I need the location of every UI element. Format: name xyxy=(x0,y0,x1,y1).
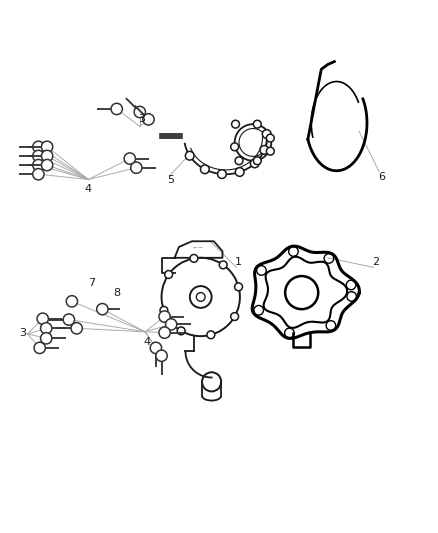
Circle shape xyxy=(97,303,108,315)
Circle shape xyxy=(156,350,167,361)
Circle shape xyxy=(33,150,44,161)
Circle shape xyxy=(37,313,48,325)
Circle shape xyxy=(41,333,52,344)
Circle shape xyxy=(266,147,274,155)
Circle shape xyxy=(190,254,198,262)
Text: 6: 6 xyxy=(378,172,385,182)
Circle shape xyxy=(177,327,185,335)
Circle shape xyxy=(159,311,170,322)
Circle shape xyxy=(165,271,173,278)
Circle shape xyxy=(63,314,74,325)
Text: 4: 4 xyxy=(85,184,92,195)
Circle shape xyxy=(266,134,274,142)
Circle shape xyxy=(235,168,244,176)
Circle shape xyxy=(232,120,240,128)
Circle shape xyxy=(33,141,44,152)
Circle shape xyxy=(159,327,170,338)
Circle shape xyxy=(42,141,53,152)
Circle shape xyxy=(201,165,209,174)
Circle shape xyxy=(253,120,261,128)
Circle shape xyxy=(150,342,162,353)
Circle shape xyxy=(131,162,142,173)
Text: 8: 8 xyxy=(113,288,121,297)
Circle shape xyxy=(160,306,168,314)
Circle shape xyxy=(42,159,53,171)
Circle shape xyxy=(34,342,46,353)
Text: 5: 5 xyxy=(167,175,174,185)
Circle shape xyxy=(143,114,154,125)
Circle shape xyxy=(124,153,135,164)
Text: 4: 4 xyxy=(144,337,151,347)
Circle shape xyxy=(253,157,261,165)
Circle shape xyxy=(134,107,145,118)
Circle shape xyxy=(33,159,44,171)
Circle shape xyxy=(41,322,52,334)
Circle shape xyxy=(231,143,239,151)
Circle shape xyxy=(218,169,226,179)
Circle shape xyxy=(71,322,82,334)
Text: 2: 2 xyxy=(372,257,379,267)
Circle shape xyxy=(66,296,78,307)
Circle shape xyxy=(231,313,239,320)
Circle shape xyxy=(235,283,243,290)
Circle shape xyxy=(111,103,122,115)
Circle shape xyxy=(260,146,269,154)
Circle shape xyxy=(185,151,194,160)
Circle shape xyxy=(166,319,177,330)
Text: 3: 3 xyxy=(20,328,27,338)
Circle shape xyxy=(42,150,53,161)
Circle shape xyxy=(219,261,227,269)
Circle shape xyxy=(251,159,259,168)
Circle shape xyxy=(262,130,271,139)
Circle shape xyxy=(33,168,44,180)
Text: 3: 3 xyxy=(138,114,145,124)
Circle shape xyxy=(235,157,243,165)
Text: 7: 7 xyxy=(88,278,95,288)
Text: 1: 1 xyxy=(235,257,242,267)
Circle shape xyxy=(207,331,215,338)
